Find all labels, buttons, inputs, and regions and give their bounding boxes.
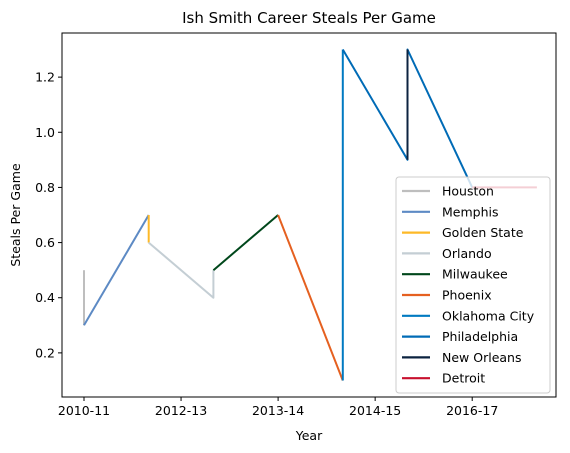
series-line-milwaukee: [212, 214, 279, 271]
series-line-phoenix: [277, 214, 344, 381]
legend-label: Oklahoma City: [442, 308, 535, 323]
x-axis: 2010-11 2012-13 2013-14 2014-15 2016-17: [58, 397, 498, 418]
series-line-memphis: [83, 214, 150, 326]
legend-label: Orlando: [442, 246, 492, 261]
x-tick-label: 2013-14: [252, 403, 304, 418]
series-line-orlando: [148, 241, 215, 299]
y-tick-label: 1.0: [35, 125, 55, 140]
legend-label: Detroit: [442, 371, 485, 386]
y-tick-label: 1.2: [35, 70, 55, 85]
legend-label: Golden State: [442, 225, 524, 240]
y-tick-label: 0.8: [35, 180, 55, 195]
y-tick-label: 0.4: [35, 290, 55, 305]
legend: Houston Memphis Golden State Orlando Milwauk…: [395, 176, 551, 394]
legend-label: Milwaukee: [442, 267, 508, 282]
x-tick-label: 2012-13: [155, 403, 207, 418]
y-axis: 0.2 0.4 0.6 0.8 1.0 1.2: [35, 70, 62, 360]
y-tick-label: 0.2: [35, 345, 55, 360]
y-axis-title: Steals Per Game: [8, 163, 23, 267]
x-axis-title: Year: [295, 428, 323, 443]
y-tick-label: 0.6: [35, 235, 55, 250]
legend-label: Philadelphia: [442, 329, 518, 344]
legend-label: New Orleans: [442, 350, 521, 365]
legend-label: Houston: [442, 184, 494, 199]
chart-title: Ish Smith Career Steals Per Game: [182, 9, 436, 27]
x-tick-label: 2014-15: [349, 403, 401, 418]
x-tick-label: 2016-17: [446, 403, 498, 418]
legend-label: Phoenix: [442, 288, 492, 303]
legend-label: Memphis: [442, 204, 499, 219]
legend-frame: [395, 176, 551, 394]
x-tick-label: 2010-11: [58, 403, 110, 418]
